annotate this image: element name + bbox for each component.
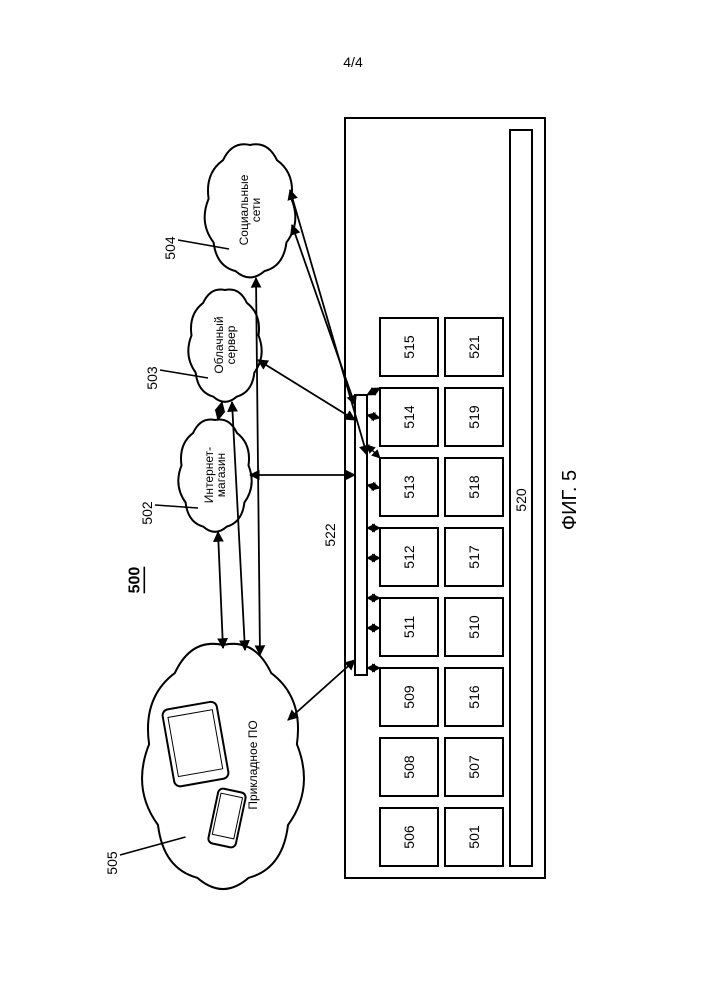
module-box-515: 515: [380, 318, 438, 376]
svg-text:520: 520: [513, 488, 529, 512]
module-box-label: 506: [401, 825, 417, 849]
module-box-512: 512: [380, 528, 438, 586]
cloud-ref-app: 505: [104, 851, 120, 875]
module-box-516: 516: [445, 668, 503, 726]
arrow-server-bus: [258, 360, 355, 420]
module-box-label: 519: [466, 405, 482, 429]
module-box-label: 518: [466, 475, 482, 499]
module-box-510: 510: [445, 598, 503, 656]
module-box-506: 506: [380, 808, 438, 866]
cloud-ref-social: 504: [162, 236, 178, 260]
long-box-520: 520: [510, 130, 532, 866]
module-box-label: 507: [466, 755, 482, 779]
page-number: 4/4: [343, 54, 363, 70]
cloud-server: Облачныйсервер503: [144, 289, 262, 401]
module-box-label: 511: [401, 616, 417, 639]
bus-connector-0: [367, 388, 380, 395]
cloud-shop: Интернет-магазин 502: [139, 419, 252, 531]
module-box-508: 508: [380, 738, 438, 796]
module-box-label: 521: [466, 335, 482, 359]
module-box-label: 516: [466, 685, 482, 709]
module-box-label: 515: [401, 335, 417, 359]
module-box-519: 519: [445, 388, 503, 446]
cloud-label-shop: Интернет-магазин: [202, 447, 228, 503]
module-box-507: 507: [445, 738, 503, 796]
cloud-app: Прикладное ПО 505: [104, 644, 304, 889]
module-box-label: 501: [466, 825, 482, 849]
module-box-509: 509: [380, 668, 438, 726]
cloud-ref-shop: 502: [139, 501, 155, 525]
module-box-521: 521: [445, 318, 503, 376]
module-box-514: 514: [380, 388, 438, 446]
system-ref-500: 500: [127, 567, 144, 594]
module-box-513: 513: [380, 458, 438, 516]
arrow-app-shop: [218, 532, 223, 648]
module-box-518: 518: [445, 458, 503, 516]
module-box-label: 512: [401, 545, 417, 569]
svg-text:522: 522: [322, 523, 338, 547]
module-box-label: 517: [466, 545, 482, 569]
arrow-social-bus2: [290, 190, 367, 455]
cloud-social: Социальныесети504: [162, 144, 295, 277]
module-box-label: 508: [401, 755, 417, 779]
module-box-511: 511: [380, 598, 438, 656]
bus-connector-2: [367, 445, 380, 458]
bus-connector-3: [367, 485, 380, 488]
module-box-label: 510: [466, 615, 482, 639]
cloud-ref-server: 503: [144, 366, 160, 390]
module-box-517: 517: [445, 528, 503, 586]
module-box-label: 514: [401, 405, 417, 429]
module-box-501: 501: [445, 808, 503, 866]
module-box-label: 513: [401, 475, 417, 499]
bus-connector-1: [367, 415, 380, 418]
module-box-label: 509: [401, 685, 417, 709]
arrow-shop-server: [218, 402, 222, 420]
cloud-label-app: Прикладное ПО: [246, 720, 260, 809]
figure-caption: ФИГ. 5: [559, 470, 581, 530]
